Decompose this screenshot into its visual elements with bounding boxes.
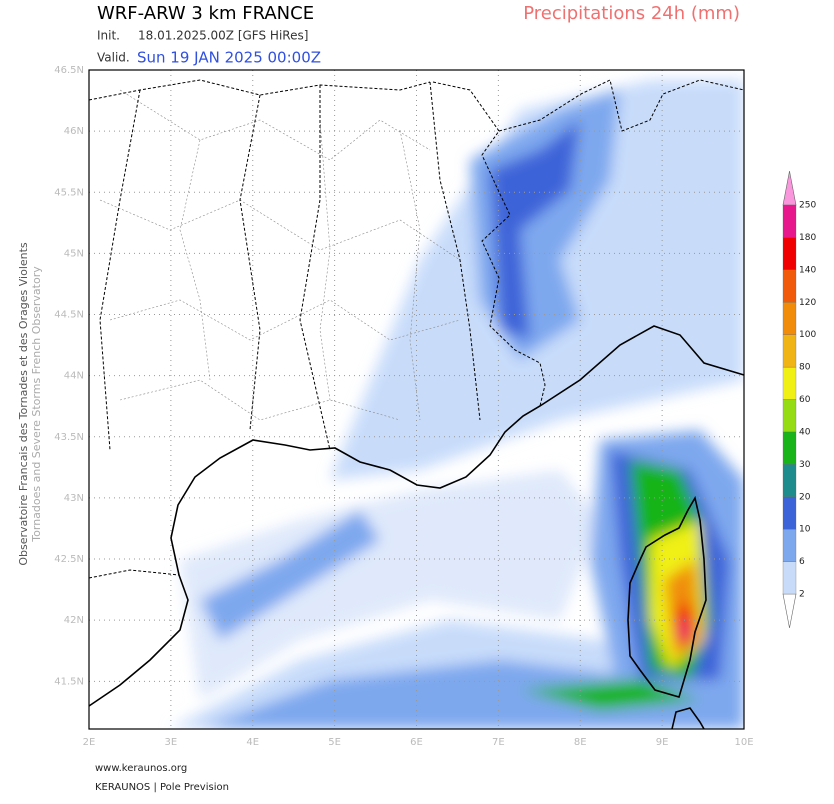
colorbar-label: 120 (799, 298, 816, 308)
colorbar-label: 6 (799, 557, 805, 567)
lon-label: 4E (246, 737, 259, 748)
colorbar-label: 30 (799, 460, 811, 470)
footer-site: www.keraunos.org (95, 763, 187, 774)
lat-label: 43.5N (54, 432, 84, 443)
colorbar-segment (782, 269, 797, 303)
colorbar-label: 180 (799, 233, 816, 243)
field-title: Precipitations 24h (mm) (523, 3, 740, 24)
lat-label: 42N (64, 615, 84, 626)
lon-label: 6E (410, 737, 423, 748)
colorbar-label: 2 (799, 590, 805, 600)
colorbar-end (782, 170, 797, 206)
lon-label: 2E (83, 737, 96, 748)
lon-label: 8E (574, 737, 587, 748)
lon-label: 9E (656, 737, 669, 748)
colorbar-label: 10 (799, 525, 811, 535)
colorbar-segment (782, 399, 797, 433)
colorbar-label: 40 (799, 427, 811, 437)
colorbar-label: 140 (799, 265, 816, 275)
colorbar-segment (782, 302, 797, 335)
lon-label: 3E (165, 737, 178, 748)
valid-label: Valid. (97, 51, 130, 65)
colorbar: 2 6 10 20 30 40 60 80 100 120 140 180 250 (782, 170, 816, 629)
colorbar-segment (782, 334, 797, 368)
lon-label: 10E (734, 737, 753, 748)
colorbar-segment (782, 237, 797, 270)
map-frame (88, 69, 745, 730)
title: WRF-ARW 3 km FRANCE (97, 3, 314, 24)
colorbar-label: 250 (799, 201, 816, 211)
lon-label: 7E (492, 737, 505, 748)
init-value: 18.01.2025.00Z [GFS HiRes] (138, 29, 308, 43)
lat-label: 43N (64, 493, 84, 504)
colorbar-label: 20 (799, 492, 811, 502)
lat-label: 41.5N (54, 676, 84, 687)
side-text: Tornadoes and Severe Storms French Obser… (30, 266, 43, 543)
init-label: Init. (97, 29, 120, 43)
colorbar-segment (782, 561, 797, 595)
colorbar-segment (782, 529, 797, 562)
lat-label: 42.5N (54, 554, 84, 565)
lat-label: 45N (64, 248, 84, 259)
boundaries (88, 79, 745, 730)
footer-org: KERAUNOS | Pole Prevision (95, 782, 229, 793)
colorbar-label: 60 (799, 395, 811, 405)
colorbar-segment (782, 366, 797, 400)
colorbar-end (782, 593, 797, 629)
colorbar-segment (782, 464, 797, 497)
colorbar-segment (782, 204, 797, 238)
colorbar-label: 100 (799, 330, 816, 340)
lat-label: 45.5N (54, 187, 84, 198)
precip-field (170, 80, 744, 729)
lat-label: 44.5N (54, 310, 84, 321)
side-text: Observatoire Francais des Tornades et de… (17, 242, 30, 566)
lat-label: 44N (64, 371, 84, 382)
colorbar-segment (782, 431, 797, 465)
lat-label: 46.5N (54, 65, 84, 76)
valid-value: Sun 19 JAN 2025 00:00Z (137, 49, 321, 67)
lon-label: 5E (328, 737, 341, 748)
lat-label: 46N (64, 126, 84, 137)
colorbar-label: 80 (799, 363, 811, 373)
colorbar-segment (782, 496, 797, 530)
